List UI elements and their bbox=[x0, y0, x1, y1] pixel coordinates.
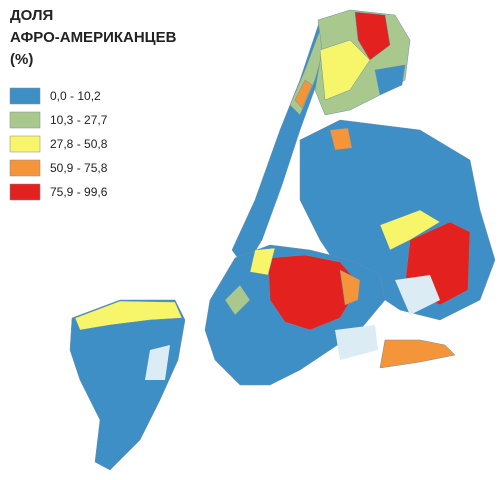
title-line: (%) bbox=[10, 51, 33, 68]
map-region bbox=[319, 39, 371, 101]
map-region bbox=[379, 209, 441, 251]
park bbox=[395, 275, 440, 315]
map-region bbox=[374, 64, 406, 96]
map-regions bbox=[69, 9, 496, 471]
legend-label: 0,0 - 10,2 bbox=[50, 89, 101, 103]
map-region bbox=[224, 284, 251, 316]
legend-swatch bbox=[9, 135, 41, 153]
map-region bbox=[339, 269, 361, 306]
map-region bbox=[354, 11, 391, 61]
legend-label: 27,8 - 50,8 bbox=[50, 137, 108, 151]
legend: 0,0 - 10,2 10,3 - 27,7 27,8 - 50,8 50,9 - 7… bbox=[9, 87, 108, 201]
map-region bbox=[69, 299, 186, 471]
legend-swatch bbox=[9, 183, 41, 201]
legend-label: 75,9 - 99,6 bbox=[50, 185, 108, 199]
legend-swatch bbox=[9, 111, 41, 129]
park bbox=[335, 325, 378, 360]
legend-swatch bbox=[9, 159, 41, 177]
map-region bbox=[329, 127, 353, 151]
legend-label: 10,3 - 27,7 bbox=[50, 113, 108, 127]
map-region bbox=[379, 339, 456, 369]
map-region bbox=[267, 254, 361, 331]
legend-swatch bbox=[9, 87, 41, 105]
map-region bbox=[294, 79, 313, 109]
map-region bbox=[74, 300, 183, 331]
title-line: ДОЛЯ bbox=[10, 7, 53, 24]
park bbox=[145, 345, 170, 380]
map-region bbox=[249, 247, 276, 276]
title-line: АФРО-АМЕРИКАНЦЕВ bbox=[10, 29, 177, 46]
legend-label: 50,9 - 75,8 bbox=[50, 161, 108, 175]
